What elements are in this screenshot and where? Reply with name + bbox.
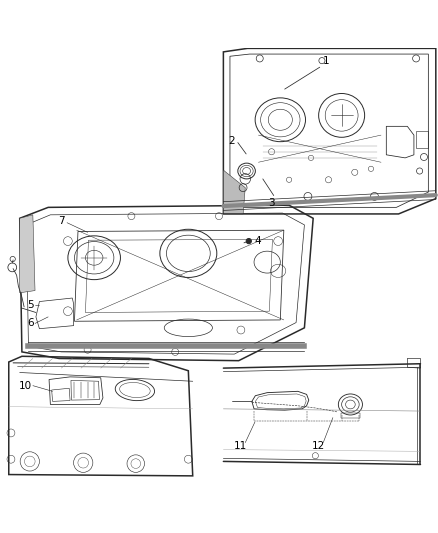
Text: 2: 2 bbox=[229, 136, 235, 146]
Text: 11: 11 bbox=[233, 441, 247, 451]
Text: 1: 1 bbox=[322, 56, 329, 66]
Text: 6: 6 bbox=[28, 318, 34, 328]
Polygon shape bbox=[20, 215, 35, 293]
Text: 10: 10 bbox=[18, 381, 32, 391]
Polygon shape bbox=[223, 170, 245, 214]
Text: 12: 12 bbox=[312, 441, 325, 451]
Text: 3: 3 bbox=[268, 198, 275, 208]
Text: 7: 7 bbox=[58, 216, 65, 227]
Circle shape bbox=[246, 238, 251, 244]
Text: 5: 5 bbox=[28, 300, 34, 310]
Text: 4: 4 bbox=[254, 236, 261, 246]
